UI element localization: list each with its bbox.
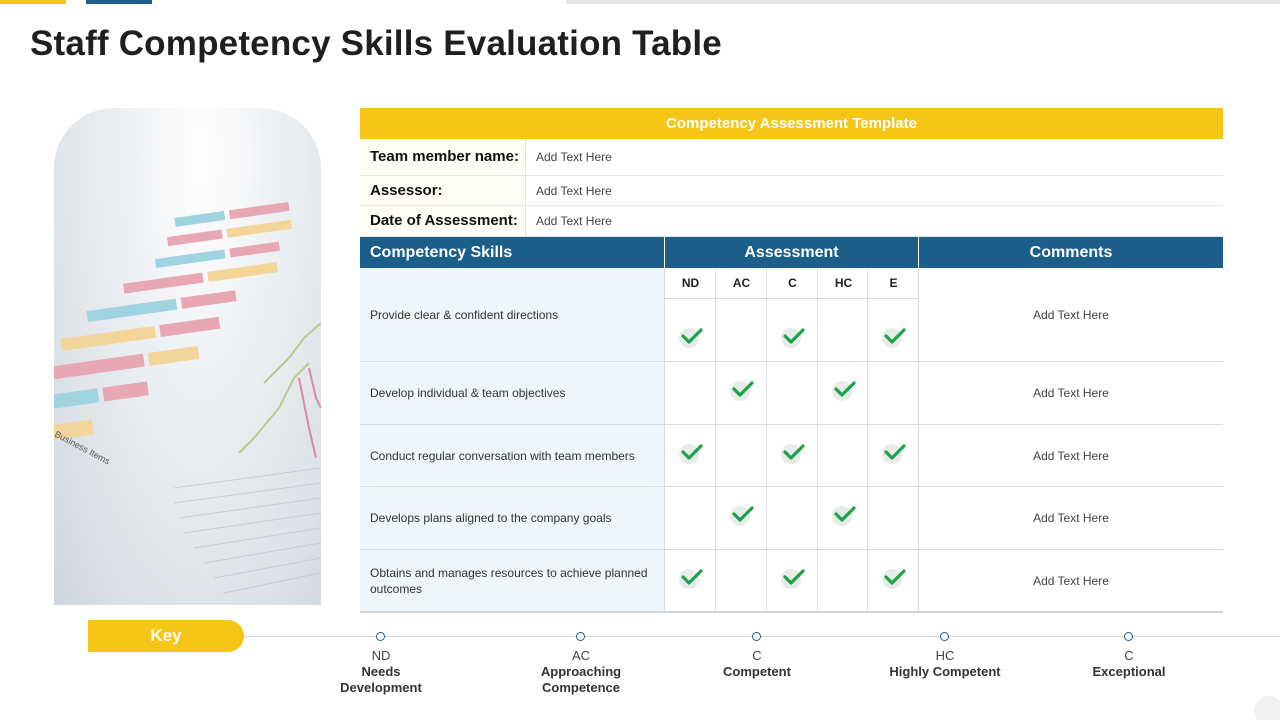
header-comments: Comments (919, 237, 1223, 268)
key-dot (1124, 632, 1133, 641)
info-row-date: Date of Assessment: Add Text Here (360, 206, 1223, 237)
page-title: Staff Competency Skills Evaluation Table (30, 24, 722, 63)
check-icon (781, 566, 807, 589)
skill-label: Obtains and manages resources to achieve… (370, 565, 648, 596)
check-icon (882, 441, 908, 464)
header-competency-skills: Competency Skills (360, 237, 664, 268)
comment-cell[interactable]: Add Text Here (1033, 307, 1109, 322)
check-icon (679, 441, 705, 464)
key-label: Competent (723, 664, 791, 679)
check-icon (781, 325, 807, 348)
key-label: Exceptional (1092, 664, 1166, 679)
key-dot (752, 632, 761, 641)
info-value[interactable]: Add Text Here (536, 150, 612, 164)
info-label: Assessor: (360, 176, 526, 205)
grid-line (665, 298, 918, 299)
row-divider (360, 361, 1223, 362)
row-divider (360, 549, 1223, 550)
grid-line (766, 268, 767, 612)
key-item: C Exceptional (1049, 648, 1209, 680)
level-header-ac: AC (732, 276, 751, 290)
info-value[interactable]: Add Text Here (536, 183, 612, 198)
key-item: C Competent (677, 648, 837, 680)
key-label: Approaching Competence (540, 664, 622, 695)
comment-cell[interactable]: Add Text Here (1033, 573, 1109, 588)
info-row-team-member: Team member name: Add Text Here (360, 139, 1223, 176)
key-abbr: AC (571, 648, 591, 663)
check-icon (679, 325, 705, 348)
skill-label: Develop individual & team objectives (370, 386, 566, 400)
key-pill: Key (88, 620, 244, 652)
check-icon (679, 566, 705, 589)
check-icon (882, 325, 908, 348)
info-value[interactable]: Add Text Here (536, 214, 612, 228)
skill-label: Provide clear & confident directions (370, 307, 559, 322)
key-timeline (244, 636, 1280, 637)
corner-decoration (1254, 696, 1280, 720)
check-icon (832, 378, 858, 401)
comments-column-divider (918, 268, 919, 612)
comment-cell[interactable]: Add Text Here (1033, 386, 1109, 400)
check-icon (781, 441, 807, 464)
info-label: Team member name: (360, 139, 526, 175)
key-item: ND Needs Development (301, 648, 461, 696)
comment-cell[interactable]: Add Text Here (1033, 511, 1109, 525)
key-abbr: C (752, 648, 762, 663)
grid-line (715, 268, 716, 612)
header-assessment: Assessment (665, 237, 918, 268)
skill-label: Develops plans aligned to the company go… (370, 511, 612, 525)
table-bottom-border (360, 611, 1223, 613)
level-header-nd: ND (681, 276, 700, 290)
skills-column-bg (360, 268, 665, 612)
level-header-hc: HC (834, 276, 853, 290)
key-abbr: C (1124, 648, 1134, 663)
key-abbr: HC (935, 648, 955, 663)
template-header: Competency Assessment Template (360, 108, 1223, 139)
top-accent-blue (86, 0, 152, 4)
grid-line (867, 268, 868, 612)
key-dot (940, 632, 949, 641)
skill-label: Conduct regular conversation with team m… (370, 448, 635, 463)
level-header-c: C (788, 276, 797, 290)
key-dot (576, 632, 585, 641)
key-label: Highly Competent (889, 664, 1001, 679)
top-accent-yellow (0, 0, 66, 4)
comment-cell[interactable]: Add Text Here (1033, 448, 1109, 463)
check-icon (730, 378, 756, 401)
check-icon (832, 503, 858, 526)
row-divider (360, 486, 1223, 487)
level-header-e: E (889, 276, 898, 290)
key-item: HC Highly Competent (865, 648, 1025, 680)
key-item: AC Approaching Competence (501, 648, 661, 696)
info-label: Date of Assessment: (360, 206, 526, 236)
check-icon (730, 503, 756, 526)
key-abbr: ND (371, 648, 391, 663)
report-photo: Business Items (54, 108, 321, 605)
grid-line (817, 268, 818, 612)
key-dot (376, 632, 385, 641)
key-label: Needs Development (340, 664, 422, 695)
top-accent-gray (566, 0, 1280, 4)
info-row-assessor: Assessor: Add Text Here (360, 176, 1223, 206)
row-divider (360, 424, 1223, 425)
check-icon (882, 566, 908, 589)
